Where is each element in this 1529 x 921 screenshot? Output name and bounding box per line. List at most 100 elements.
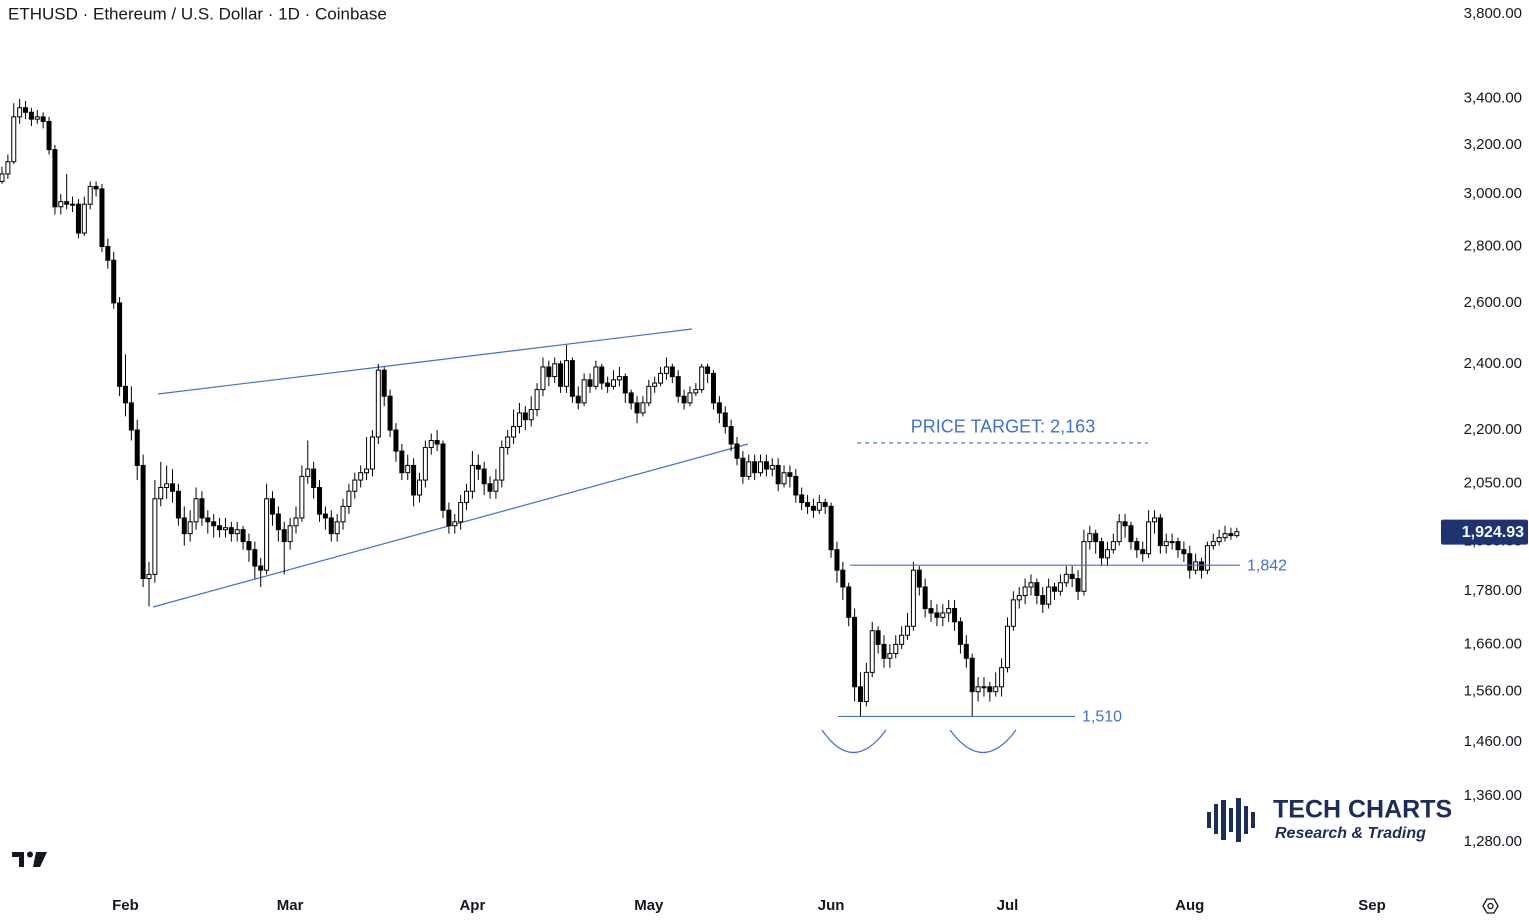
candle-body	[328, 517, 334, 535]
settings-icon[interactable]	[1482, 898, 1499, 914]
candle-body	[763, 461, 769, 470]
candle-body	[1193, 561, 1199, 571]
candle-body	[5, 161, 11, 175]
y-tick-label: 1,660.00	[1464, 635, 1522, 652]
y-tick-label: 3,200.00	[1464, 136, 1522, 153]
candle-body	[211, 521, 217, 527]
candle-body	[616, 376, 622, 381]
candle-body	[599, 366, 605, 384]
candle-body	[528, 409, 534, 421]
candle-body	[340, 505, 346, 523]
candle-body	[552, 363, 558, 378]
candle-body	[1052, 586, 1058, 592]
candle-body	[464, 490, 470, 504]
candle-body	[164, 483, 170, 488]
candle-body	[1022, 586, 1028, 597]
candle-body	[522, 412, 528, 421]
candle-body	[334, 521, 340, 535]
candle-body	[440, 443, 446, 511]
candle-body	[264, 498, 270, 571]
candle-body	[705, 366, 711, 374]
y-tick-label: 1,360.00	[1464, 787, 1522, 804]
candle-body	[558, 363, 564, 387]
candle-body	[540, 366, 546, 391]
candle-body	[1069, 573, 1075, 580]
candle-body	[217, 525, 223, 531]
candle-body	[922, 586, 928, 610]
candle-body	[952, 608, 958, 623]
candle-body	[622, 376, 628, 394]
candle-body	[269, 498, 275, 515]
candle-body	[822, 502, 828, 507]
candle-body	[999, 667, 1005, 688]
wedge-upper-line	[157, 328, 693, 395]
candle-body	[52, 149, 58, 208]
y-tick-label: 2,800.00	[1464, 237, 1522, 254]
candle-body	[275, 513, 281, 531]
candle-body	[646, 385, 652, 404]
candle-body	[399, 450, 405, 474]
candle-body	[28, 111, 34, 120]
brand-logo	[1207, 798, 1255, 842]
candle-body	[170, 483, 176, 492]
candle-body	[1099, 541, 1105, 559]
candle-body	[1010, 599, 1016, 627]
candle-body	[158, 486, 164, 500]
candle-body	[317, 486, 323, 515]
candle-body	[828, 505, 834, 551]
candle-body	[23, 107, 29, 113]
candle-body	[834, 549, 840, 571]
candle-body	[910, 569, 916, 627]
x-tick-label: Apr	[459, 897, 485, 914]
candle-body	[428, 439, 434, 449]
y-tick-label: 3,800.00	[1464, 5, 1522, 22]
candle-body	[58, 201, 64, 208]
candle-body	[205, 517, 211, 523]
candle-body	[1122, 521, 1128, 527]
candle-body	[64, 201, 70, 205]
candle-body	[1104, 549, 1110, 559]
candle-body	[1175, 541, 1181, 551]
candle-body	[422, 447, 428, 481]
candle-body	[387, 395, 393, 431]
candle-body	[475, 464, 481, 470]
candle-body	[175, 490, 181, 519]
y-tick-label: 1,780.00	[1464, 582, 1522, 599]
candle-body	[81, 203, 87, 234]
candle-body	[875, 630, 881, 645]
candle-body	[746, 461, 752, 477]
candle-body	[793, 475, 799, 496]
candle-body	[1163, 541, 1169, 547]
candle-body	[605, 382, 611, 387]
candle-body	[405, 464, 411, 474]
candle-body	[434, 439, 440, 445]
candle-body	[893, 643, 899, 655]
candle-body	[234, 529, 240, 535]
candle-body	[40, 116, 46, 122]
candle-body	[658, 372, 664, 384]
candle-body	[199, 498, 205, 519]
candle-body	[1187, 553, 1193, 571]
candle-body	[969, 657, 975, 693]
candle-body	[687, 392, 693, 404]
candle-body	[181, 517, 187, 535]
candle-body	[516, 412, 522, 428]
y-tick-label: 1,560.00	[1464, 683, 1522, 700]
level-label: 1,510	[1082, 709, 1122, 726]
candle-body	[652, 382, 658, 387]
candle-body	[905, 625, 911, 636]
candle-body	[381, 369, 387, 397]
candle-body	[863, 671, 869, 702]
candle-body	[375, 369, 381, 438]
candle-body	[975, 686, 981, 693]
candle-body	[869, 630, 875, 673]
candle-body	[946, 608, 952, 614]
x-tick-label: Feb	[112, 897, 139, 914]
candle-body	[70, 203, 76, 206]
candle-body	[511, 426, 517, 438]
candle-body	[393, 429, 399, 452]
candle-body	[846, 586, 852, 618]
candle-body	[75, 203, 81, 234]
candle-body	[134, 429, 140, 466]
